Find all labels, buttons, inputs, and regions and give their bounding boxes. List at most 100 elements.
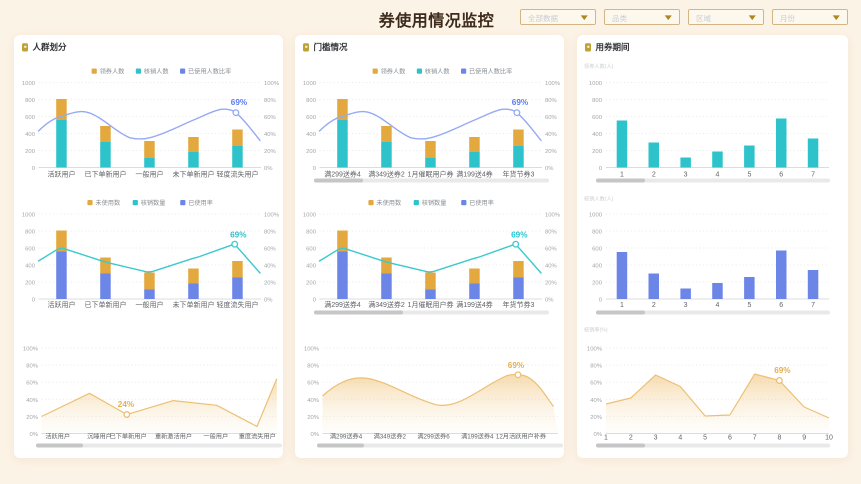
svg-text:核销数量: 核销数量 — [422, 199, 447, 207]
svg-text:400: 400 — [306, 132, 317, 138]
svg-text:未下单新用户: 未下单新用户 — [173, 170, 215, 179]
svg-text:1000: 1000 — [22, 81, 36, 87]
svg-text:20%: 20% — [307, 415, 320, 421]
svg-text:600: 600 — [306, 247, 317, 253]
svg-text:0: 0 — [599, 298, 603, 304]
svg-text:800: 800 — [25, 230, 36, 236]
svg-text:600: 600 — [25, 247, 36, 253]
svg-text:1000: 1000 — [589, 213, 603, 219]
svg-text:沉睡用户: 沉睡用户 — [87, 433, 112, 441]
svg-text:800: 800 — [306, 98, 317, 104]
svg-text:100%: 100% — [304, 347, 320, 353]
svg-text:200: 200 — [25, 281, 36, 287]
svg-text:60%: 60% — [264, 247, 277, 253]
svg-text:年货节券3: 年货节券3 — [503, 170, 535, 179]
svg-text:12月活跃用户补券: 12月活跃用户补券 — [496, 433, 547, 441]
svg-text:40%: 40% — [26, 398, 39, 404]
svg-text:400: 400 — [306, 264, 317, 270]
svg-text:10: 10 — [825, 435, 833, 442]
svg-text:400: 400 — [592, 132, 603, 138]
svg-text:60%: 60% — [264, 115, 277, 121]
svg-text:0: 0 — [313, 166, 317, 172]
svg-text:200: 200 — [306, 281, 317, 287]
svg-text:轻度流失用户: 轻度流失用户 — [217, 170, 259, 179]
svg-text:20%: 20% — [590, 415, 603, 421]
svg-text:80%: 80% — [264, 98, 277, 104]
svg-text:69%: 69% — [511, 231, 528, 240]
svg-text:2: 2 — [629, 435, 633, 442]
svg-text:200: 200 — [25, 149, 36, 155]
svg-text:80%: 80% — [545, 230, 558, 236]
svg-text:1月催眠用户券: 1月催眠用户券 — [408, 300, 454, 309]
svg-text:100%: 100% — [264, 81, 280, 87]
svg-text:一般用户: 一般用户 — [136, 300, 164, 309]
svg-text:200: 200 — [306, 149, 317, 155]
svg-text:4: 4 — [716, 302, 720, 309]
svg-text:0: 0 — [32, 298, 36, 304]
svg-text:核销数量: 核销数量 — [141, 199, 166, 207]
svg-text:80%: 80% — [26, 364, 39, 370]
svg-text:活跃用户: 活跃用户 — [48, 300, 76, 309]
svg-text:0: 0 — [313, 298, 317, 304]
svg-text:满349送券2: 满349送券2 — [368, 170, 405, 179]
svg-text:400: 400 — [25, 264, 36, 270]
svg-text:80%: 80% — [264, 230, 277, 236]
svg-text:80%: 80% — [307, 364, 320, 370]
svg-text:年货节券3: 年货节券3 — [503, 300, 535, 309]
svg-text:7: 7 — [811, 172, 815, 179]
svg-text:0%: 0% — [545, 166, 554, 172]
svg-text:100%: 100% — [545, 213, 561, 219]
svg-text:一般用户: 一般用户 — [136, 170, 164, 179]
svg-text:活跃用户: 活跃用户 — [48, 170, 76, 179]
svg-text:40%: 40% — [545, 264, 558, 270]
svg-text:门槛情况: 门槛情况 — [314, 42, 349, 52]
svg-text:已使用率: 已使用率 — [188, 199, 213, 207]
svg-text:600: 600 — [592, 247, 603, 253]
svg-text:1000: 1000 — [303, 81, 317, 87]
svg-text:20%: 20% — [264, 281, 277, 287]
svg-text:人群划分: 人群划分 — [33, 42, 68, 52]
svg-text:已下单新用户: 已下单新用户 — [110, 433, 147, 441]
svg-text:7: 7 — [811, 302, 815, 309]
svg-text:600: 600 — [25, 115, 36, 121]
svg-text:未下单新用户: 未下单新用户 — [173, 300, 215, 309]
svg-text:40%: 40% — [545, 132, 558, 138]
svg-text:800: 800 — [592, 230, 603, 236]
svg-text:重度流失用户: 重度流失用户 — [239, 433, 276, 441]
svg-text:400: 400 — [592, 264, 603, 270]
svg-text:20%: 20% — [545, 149, 558, 155]
svg-text:满349送券2: 满349送券2 — [368, 300, 405, 309]
svg-text:满349送券2: 满349送券2 — [374, 433, 407, 441]
svg-text:20%: 20% — [545, 281, 558, 287]
svg-text:核销率(%): 核销率(%) — [584, 326, 608, 334]
svg-text:已使用人数比率: 已使用人数比率 — [469, 68, 512, 76]
svg-text:已使用率: 已使用率 — [469, 199, 494, 207]
svg-text:69%: 69% — [512, 98, 529, 107]
svg-text:轻度流失用户: 轻度流失用户 — [217, 300, 259, 309]
svg-text:100%: 100% — [545, 81, 561, 87]
svg-text:核销人数: 核销人数 — [144, 68, 170, 76]
svg-text:20%: 20% — [26, 415, 39, 421]
svg-text:60%: 60% — [545, 115, 558, 121]
svg-text:1月催眠用户券: 1月催眠用户券 — [408, 170, 454, 179]
svg-text:已下单新用户: 已下单新用户 — [85, 300, 127, 309]
svg-text:69%: 69% — [508, 361, 525, 370]
svg-text:核销人数: 核销人数 — [425, 68, 451, 76]
svg-text:3: 3 — [684, 302, 688, 309]
svg-text:7: 7 — [753, 435, 757, 442]
svg-text:1: 1 — [620, 172, 624, 179]
svg-text:4: 4 — [716, 172, 720, 179]
svg-text:100%: 100% — [23, 347, 39, 353]
svg-text:800: 800 — [592, 98, 603, 104]
svg-text:8: 8 — [777, 435, 781, 442]
svg-text:已使用人数比率: 已使用人数比率 — [188, 68, 231, 76]
svg-text:400: 400 — [25, 132, 36, 138]
svg-text:1: 1 — [620, 302, 624, 309]
svg-text:一般用户: 一般用户 — [203, 433, 228, 441]
svg-text:100%: 100% — [264, 213, 280, 219]
svg-text:1: 1 — [604, 435, 608, 442]
svg-text:5: 5 — [747, 302, 751, 309]
svg-text:5: 5 — [747, 172, 751, 179]
svg-text:800: 800 — [306, 230, 317, 236]
svg-text:满299送券4: 满299送券4 — [324, 170, 361, 179]
